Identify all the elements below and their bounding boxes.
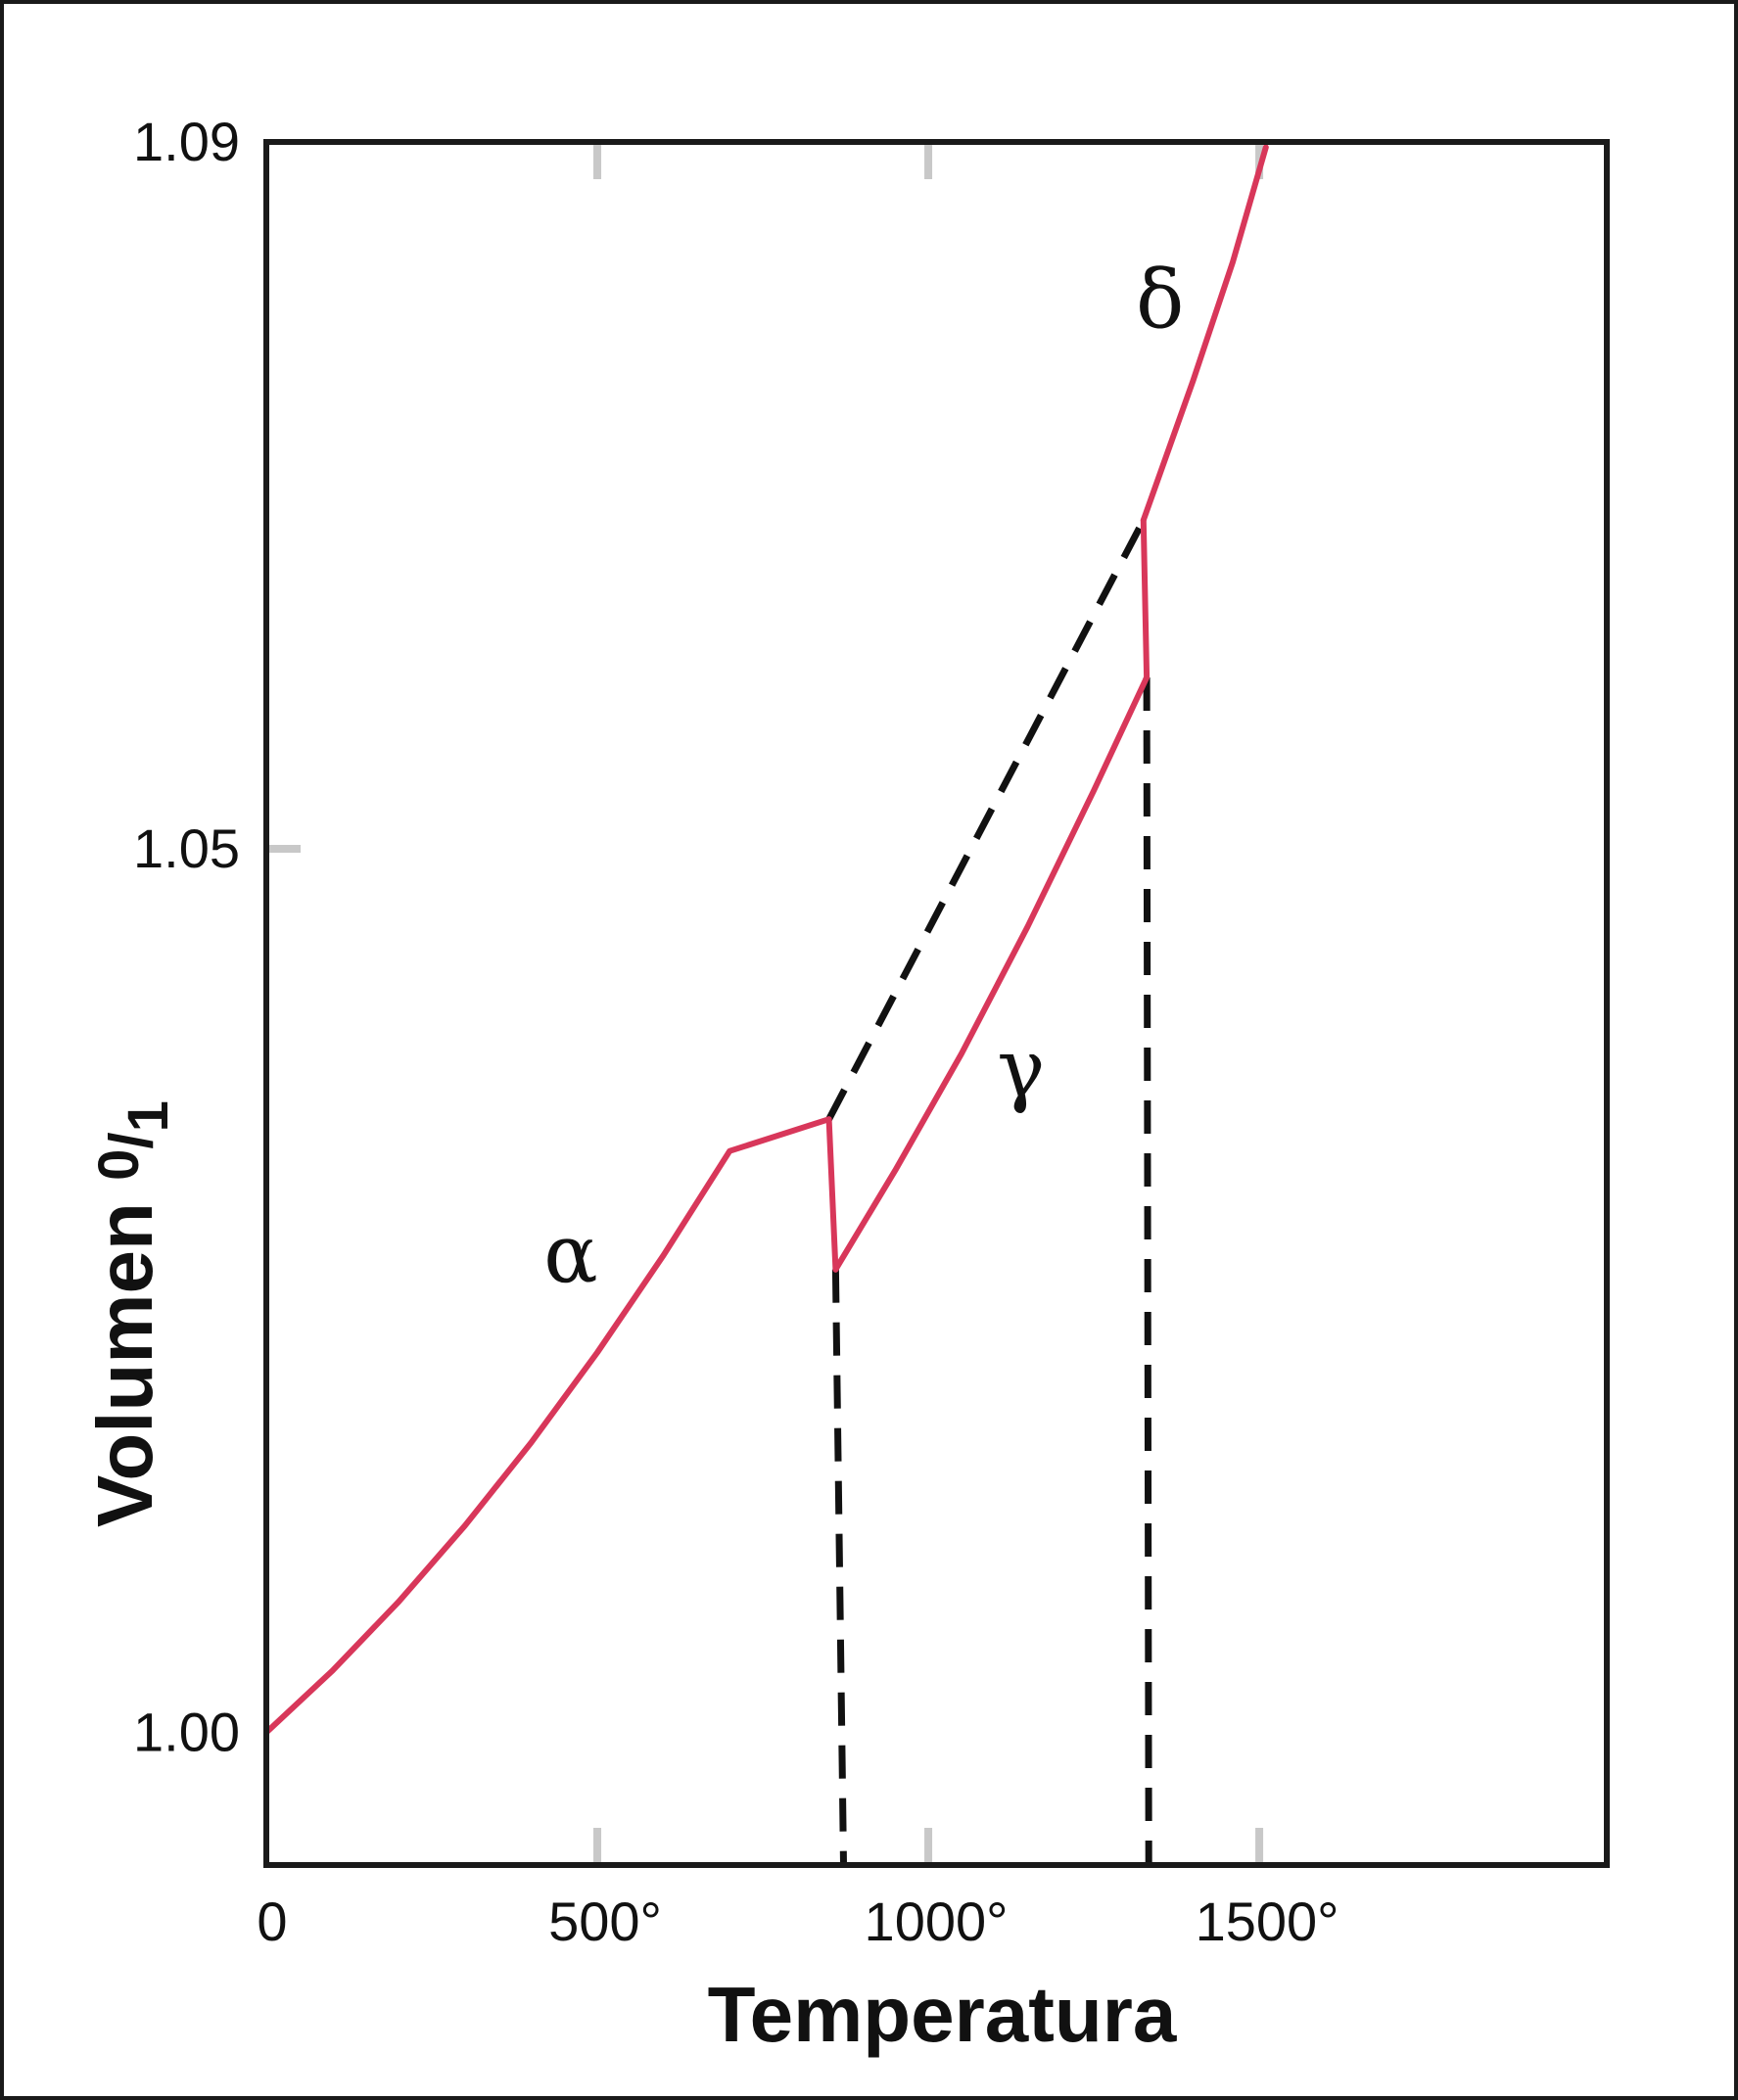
y-axis-title-text: Volumen <box>81 1181 168 1527</box>
dashed-line <box>831 1269 847 1866</box>
phase-curves <box>263 144 1269 1736</box>
phase-label: α <box>543 1208 597 1301</box>
chart-labels: α γ δ 0 500° 1000° 1500° 1.00 1.05 1.09 Temperatur… <box>81 111 1339 2058</box>
y-axis-fraction-slash: / <box>98 1132 165 1148</box>
x-tick-label: 1500° <box>1196 1890 1339 1952</box>
series-line <box>263 1116 832 1736</box>
y-tick-label: 1.05 <box>133 817 240 879</box>
dashed-line <box>825 518 1147 1121</box>
x-tick-label: 0 <box>257 1890 287 1952</box>
transition-jump-line <box>825 1116 839 1273</box>
y-tick-label: 1.00 <box>133 1702 240 1763</box>
series-line <box>832 675 1151 1273</box>
transition-jump-line <box>1140 517 1151 680</box>
dashed-guide-lines <box>825 518 1152 1866</box>
y-axis-fraction-numerator: 0 <box>87 1149 151 1181</box>
y-axis-fraction-denominator: 1 <box>117 1100 180 1132</box>
phase-label: δ <box>1136 255 1184 348</box>
series-line <box>1140 144 1269 524</box>
phase-label: γ <box>997 1023 1045 1116</box>
x-tick-label: 500° <box>548 1890 662 1952</box>
y-axis-title: Volumen 0/1 <box>81 1100 180 1527</box>
dashed-line <box>1143 677 1152 1866</box>
x-axis-title: Temperatura <box>708 1971 1177 2058</box>
plot-frame <box>263 139 1610 1868</box>
y-tick-label: 1.09 <box>133 111 240 172</box>
x-tick-label: 1000° <box>865 1890 1009 1952</box>
